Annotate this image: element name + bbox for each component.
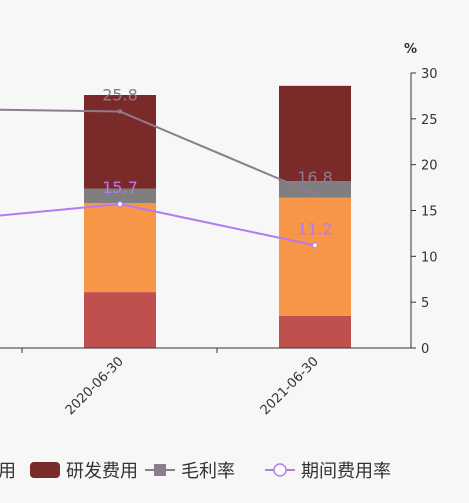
legend-marker [273,463,287,477]
data-label: 16.8 [297,168,333,187]
bar-2021-06-30-seg-1 [279,197,351,316]
y-axis: 0 5 10 15 20 25 30% [404,42,438,357]
bars-layer [84,85,351,348]
bar-2021-06-30-seg-3 [279,85,351,182]
y-tick-label: 30 [421,67,438,82]
x-tick-label: 2021-06-30 [258,354,322,418]
line-point-0-1 [313,192,317,196]
data-label: 15.7 [102,178,138,197]
y-tick-label: 15 [421,205,438,220]
line-point-1-1 [311,242,319,249]
line-series-0 [0,108,316,195]
bar-2021-06-30-seg-2 [279,181,351,198]
x-axis: 2020-06-30 2021-06-30 [0,347,411,418]
y-tick-label: 0 [421,342,429,357]
bar-2020-06-30-seg-2 [84,188,156,204]
line-series-1 [0,203,316,247]
legend: 用 研发费用 毛利率 期间费用率 [0,461,391,482]
bar-2020-06-30-seg-1 [84,203,156,293]
legend-label: 研发费用 [66,461,138,482]
y-tick-label: 5 [421,296,429,311]
line-point-0-0 [118,109,122,114]
y-tick-label: 10 [421,250,438,265]
legend-label: 毛利率 [181,461,235,482]
legend-swatch [30,462,60,478]
y-axis-unit: % [404,42,417,57]
y-tick-label: 25 [421,113,438,128]
bar-2021-06-30-seg-0 [279,315,351,348]
legend-label: 用 [0,461,16,482]
y-tick-label: 20 [421,159,438,174]
data-label: 11.2 [297,219,333,238]
bar-2020-06-30-seg-0 [84,292,156,348]
data-label: 25.8 [102,86,138,105]
legend-label: 期间费用率 [301,461,391,482]
x-tick-label: 2020-06-30 [63,354,127,418]
line-point-1-0 [116,200,124,208]
bar-2020-06-30-seg-3 [84,95,156,189]
lines-layer: 25.8 16.8 15.7 11.2 [0,86,333,249]
legend-marker [154,464,166,476]
